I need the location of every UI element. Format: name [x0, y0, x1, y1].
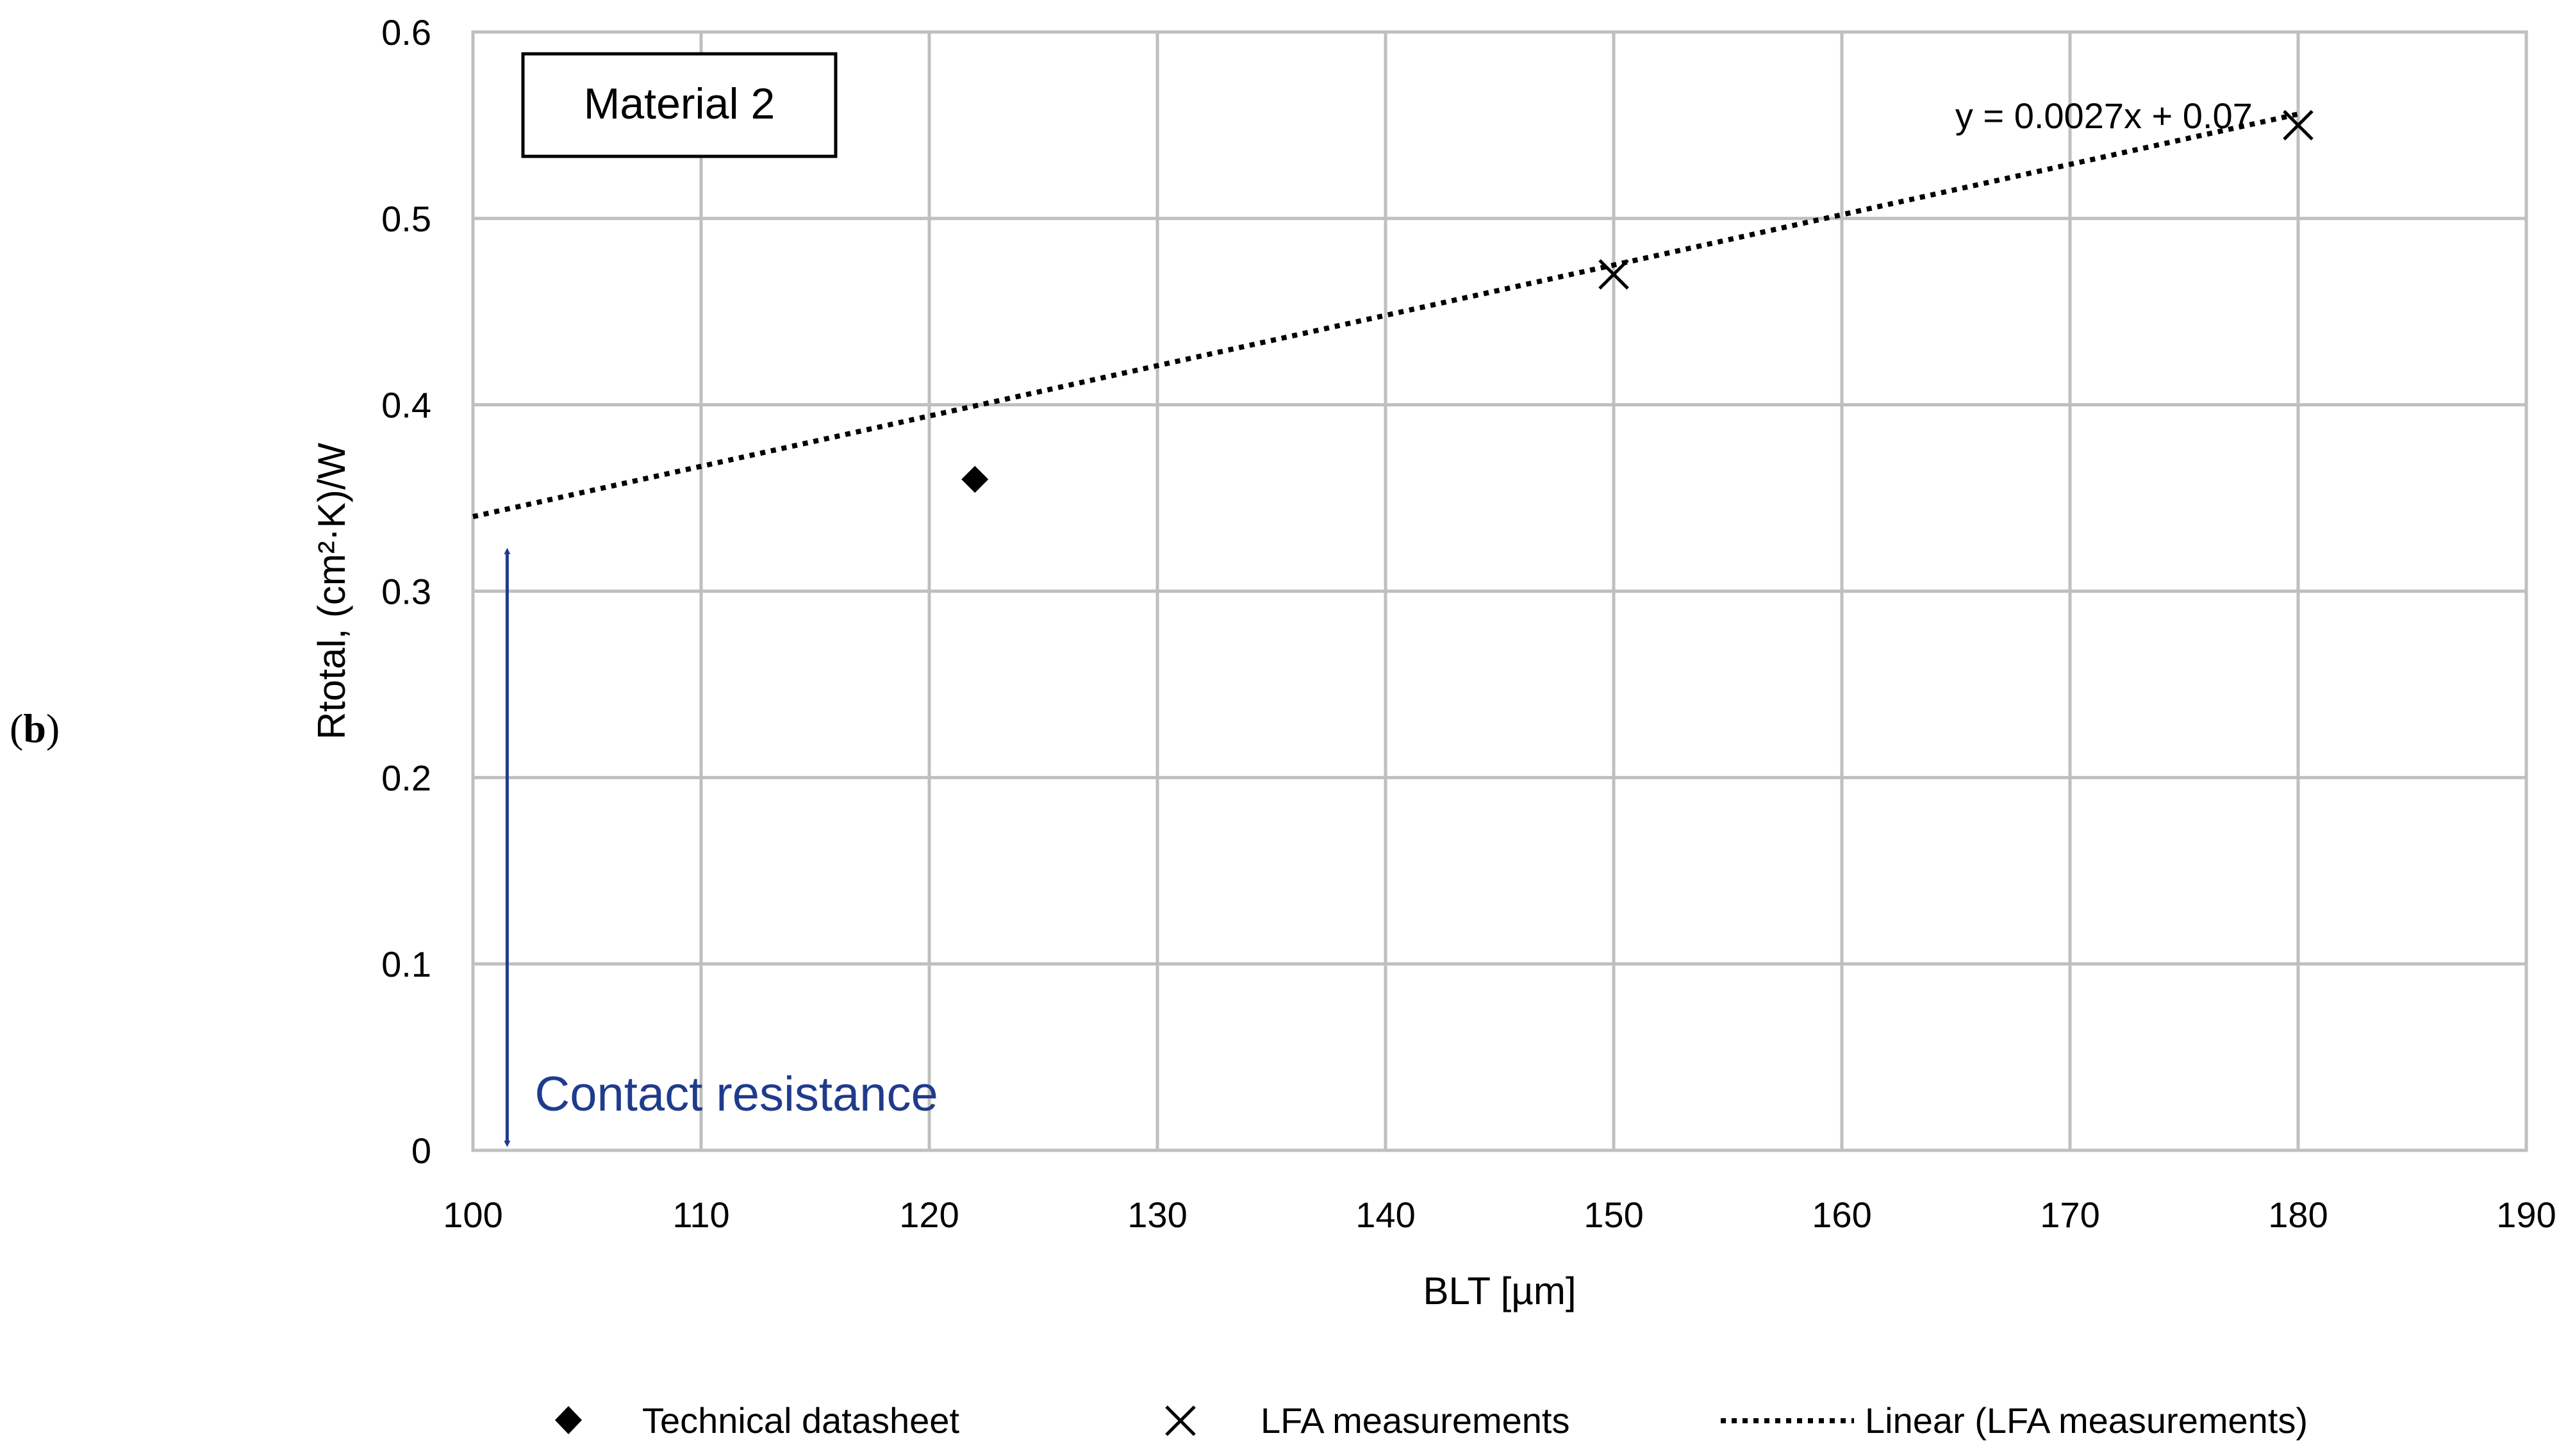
lfa-point — [2283, 110, 2314, 141]
legend-label-linear-lfa: Linear (LFA measurements) — [1865, 1400, 2308, 1441]
x-tick-label: 130 — [1127, 1195, 1187, 1235]
legend-label-technical-datasheet: Technical datasheet — [642, 1400, 959, 1441]
y-axis: 0 0.1 0.2 0.3 0.4 0.5 0.6 — [381, 12, 431, 1171]
y-tick-label: 0 — [411, 1130, 431, 1171]
x-tick-label: 190 — [2496, 1195, 2556, 1235]
x-tick-label: 110 — [672, 1195, 729, 1235]
y-tick-label: 0.6 — [381, 12, 431, 53]
legend-label-lfa-measurements: LFA measurements — [1261, 1400, 1569, 1441]
panel-label: (b) — [10, 706, 60, 751]
x-tick-label: 100 — [443, 1195, 502, 1235]
legend-x-marker-icon — [1165, 1405, 1196, 1436]
x-tick-label: 120 — [899, 1195, 959, 1235]
contact-resistance-label: Contact resistance — [534, 1067, 938, 1121]
x-tick-label: 170 — [2040, 1195, 2099, 1235]
y-tick-label: 0.2 — [381, 757, 431, 798]
legend-diamond-icon — [555, 1406, 582, 1434]
x-tick-label: 150 — [1584, 1195, 1643, 1235]
x-tick-label: 160 — [1812, 1195, 1871, 1235]
lfa-point — [1598, 259, 1629, 290]
x-axis-title: BLT [µm] — [1423, 1270, 1576, 1312]
material-box — [521, 52, 838, 158]
x-tick-label: 180 — [2268, 1195, 2328, 1235]
plot-area — [471, 30, 2528, 1152]
material-label: Material 2 — [584, 79, 775, 128]
legend: Technical datasheet LFA measurements Lin… — [555, 1400, 2308, 1441]
y-tick-label: 0.1 — [381, 944, 431, 984]
grid — [471, 30, 2528, 1152]
datasheet-point — [961, 466, 989, 493]
y-tick-label: 0.4 — [381, 385, 431, 426]
trendline-equation: y = 0.0027x + 0.07 — [1955, 95, 2253, 136]
x-tick-label: 140 — [1355, 1195, 1415, 1235]
x-axis: 100 110 120 130 140 150 160 170 180 190 — [443, 1195, 2556, 1235]
y-tick-label: 0.3 — [381, 572, 431, 612]
data-points — [961, 110, 2314, 493]
y-tick-label: 0.5 — [381, 199, 431, 239]
y-axis-title: Rtotal, (cm²·K)/W — [310, 442, 353, 740]
